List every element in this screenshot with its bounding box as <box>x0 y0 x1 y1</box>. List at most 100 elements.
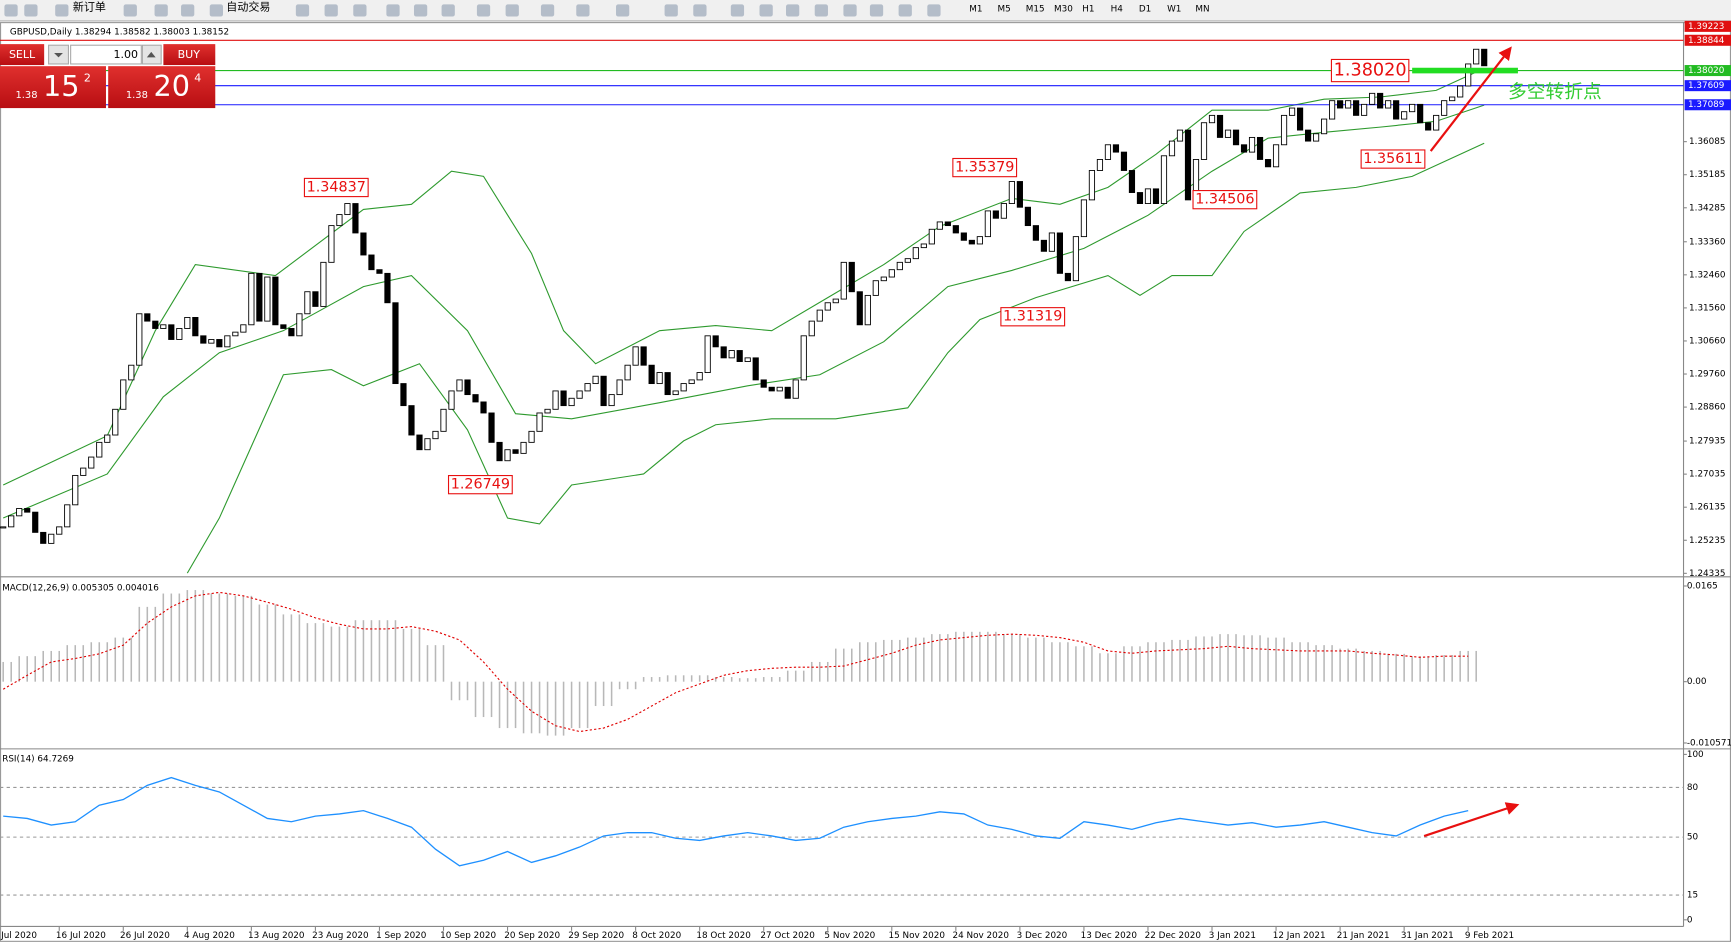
candle <box>544 408 551 414</box>
candle <box>928 228 935 245</box>
candle <box>40 531 47 544</box>
candle <box>808 320 815 337</box>
timeframe-button[interactable]: M15 <box>1026 4 1045 14</box>
candle <box>960 232 967 241</box>
candle <box>792 379 799 399</box>
candle <box>632 346 639 366</box>
candle <box>608 394 615 407</box>
candle <box>872 280 879 296</box>
candle <box>1312 133 1320 142</box>
sell-price-prefix: 1.38 <box>15 90 37 101</box>
candle <box>648 364 655 385</box>
candle <box>1008 181 1015 204</box>
lot-input[interactable] <box>70 44 142 65</box>
timeframe-button[interactable]: M30 <box>1054 4 1073 14</box>
candle <box>1208 114 1216 124</box>
candle <box>1248 136 1256 153</box>
tool-icon <box>898 4 912 17</box>
candle <box>1320 118 1328 135</box>
candle <box>1024 206 1031 227</box>
candle <box>728 350 735 359</box>
sell-price[interactable] <box>0 66 106 109</box>
auto-trading-button[interactable]: 自动交易 <box>226 0 270 14</box>
candle <box>1088 170 1096 201</box>
candle <box>208 339 215 344</box>
tool-icon <box>386 4 400 17</box>
candle <box>368 254 375 271</box>
candle <box>880 276 887 282</box>
tool-icon <box>154 4 168 17</box>
buy-button[interactable] <box>163 44 216 66</box>
candle <box>1168 140 1176 157</box>
candle <box>584 383 591 392</box>
x-tick-label: 24 Nov 2020 <box>953 931 1010 941</box>
candle <box>448 390 455 410</box>
price-annotation: 1.31319 <box>1003 309 1062 325</box>
candle <box>904 258 911 263</box>
candle <box>1417 103 1424 124</box>
candle <box>1120 151 1128 171</box>
y-tick-label: 1.36085 <box>1689 137 1725 147</box>
candle <box>344 203 351 216</box>
tool-icon <box>730 4 745 17</box>
candle <box>760 379 767 388</box>
candle <box>560 390 567 407</box>
candle <box>1369 92 1376 105</box>
candle <box>976 236 983 245</box>
rsi-line <box>3 776 1469 867</box>
candle <box>1288 107 1296 116</box>
tool-icon <box>324 4 338 17</box>
candle <box>1465 63 1472 87</box>
candle <box>0 526 7 529</box>
price-annotation: 1.35611 <box>1363 151 1422 167</box>
timeframe-button[interactable]: MN <box>1195 4 1209 14</box>
candle <box>1272 144 1280 168</box>
price-annotation-box <box>1000 307 1066 327</box>
sell-price-sup: 2 <box>84 71 91 84</box>
buy-price[interactable] <box>108 66 216 109</box>
toolbar <box>0 0 1731 21</box>
candle <box>1240 144 1248 153</box>
y-tick-label: 0 <box>1687 915 1693 925</box>
candle <box>1072 236 1080 282</box>
candle <box>248 272 255 326</box>
candle <box>8 515 15 528</box>
candle <box>1296 107 1304 131</box>
y-tick-label: 1.34285 <box>1689 203 1725 213</box>
buy-label[interactable]: BUY <box>178 48 201 61</box>
timeframe-button[interactable]: H1 <box>1082 4 1094 14</box>
candle <box>288 328 295 337</box>
timeframe-button[interactable]: W1 <box>1167 4 1181 14</box>
price-annotation-box <box>1360 149 1426 169</box>
new-order-button[interactable]: 新订单 <box>73 0 106 14</box>
tool-icon <box>353 4 367 17</box>
candle <box>488 412 495 443</box>
candle <box>320 261 327 307</box>
sell-button[interactable] <box>0 44 45 66</box>
candle <box>296 313 303 337</box>
candle <box>680 383 687 392</box>
price-level-label: 1.37609 <box>1688 81 1724 91</box>
lot-value[interactable]: 1.00 <box>113 48 138 61</box>
price-level-tag <box>1684 20 1731 32</box>
candle <box>1152 188 1160 204</box>
timeframe-button[interactable]: D1 <box>1139 4 1151 14</box>
candle <box>264 276 271 322</box>
candle <box>88 456 95 469</box>
sell-price-big: 15 <box>43 69 80 103</box>
price-annotation: 1.35379 <box>955 160 1014 176</box>
candle <box>992 210 999 219</box>
bollinger-band <box>2 104 1485 519</box>
candle <box>1144 188 1152 204</box>
timeframe-button[interactable]: M5 <box>998 4 1011 14</box>
candle <box>496 441 503 462</box>
timeframe-button[interactable]: H4 <box>1111 4 1124 14</box>
candle <box>272 276 279 326</box>
y-tick-label: 1.28860 <box>1689 403 1726 413</box>
candle <box>520 441 527 454</box>
candle <box>968 239 975 245</box>
sell-label[interactable]: SELL <box>9 48 36 61</box>
candle <box>1184 129 1192 201</box>
candle <box>16 508 23 517</box>
timeframe-button[interactable]: M1 <box>969 4 982 14</box>
